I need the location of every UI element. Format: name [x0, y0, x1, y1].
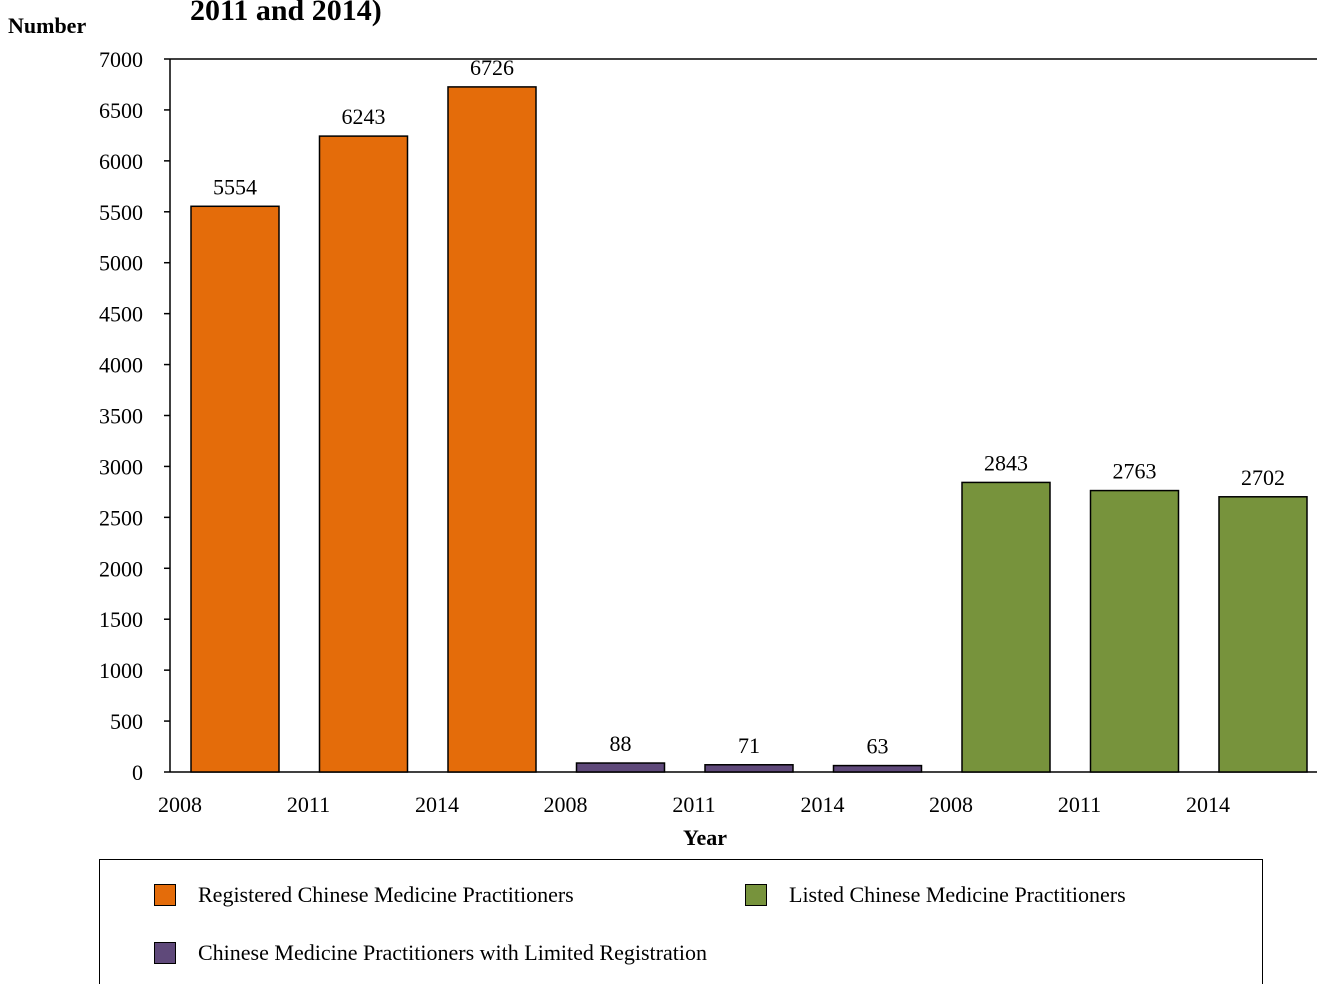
- bar-value-label: 2763: [1113, 459, 1157, 484]
- bar: [832, 764, 923, 773]
- legend-item-registered: Registered Chinese Medicine Practitioner…: [154, 882, 574, 908]
- legend-swatch-registered: [154, 884, 176, 906]
- chart-title: 2011 and 2014): [190, 0, 382, 27]
- bar: [961, 481, 1051, 773]
- bar: [575, 762, 666, 773]
- bar-value-label: 2843: [984, 450, 1028, 475]
- bar-value-labels: 5554 6243 6726 88 71 63 2843 2763 2702: [213, 55, 1285, 759]
- y-axis-label: Number: [8, 13, 86, 38]
- x-tick-label: 2008: [929, 792, 973, 817]
- bar-value-label: 63: [867, 734, 889, 759]
- x-axis-label: Year: [683, 825, 727, 850]
- bar-value-label: 2702: [1241, 465, 1285, 490]
- legend-item-limited: Chinese Medicine Practitioners with Limi…: [154, 940, 707, 966]
- bar: [1089, 489, 1180, 773]
- y-tick-label: 7000: [99, 47, 143, 72]
- y-tick-label: 3500: [99, 404, 143, 429]
- y-tick-label: 6500: [99, 98, 143, 123]
- y-tick-label: 5500: [99, 200, 143, 225]
- y-tick-label: 500: [110, 709, 143, 734]
- bar: [447, 86, 537, 773]
- y-tick-label: 2500: [99, 505, 143, 530]
- legend: Registered Chinese Medicine Practitioner…: [99, 859, 1263, 984]
- y-tick-label: 3000: [99, 454, 143, 479]
- x-tick-label: 2008: [544, 792, 588, 817]
- legend-label-listed: Listed Chinese Medicine Practitioners: [789, 882, 1126, 907]
- y-tick-label: 5000: [99, 251, 143, 276]
- y-tick-label: 0: [132, 760, 143, 785]
- legend-swatch-listed: [745, 884, 767, 906]
- y-tick-label: 4000: [99, 353, 143, 378]
- y-tick-label: 6000: [99, 149, 143, 174]
- y-tick-label: 1500: [99, 607, 143, 632]
- bar-value-label: 71: [738, 733, 760, 758]
- y-tick-label: 1000: [99, 658, 143, 683]
- bar-value-label: 5554: [213, 174, 257, 199]
- x-tick-label: 2008: [158, 792, 202, 817]
- bar: [1218, 496, 1308, 773]
- y-tick-label: 2000: [99, 556, 143, 581]
- x-tick-label: 2011: [1058, 792, 1101, 817]
- bars: [190, 86, 1308, 773]
- bar-value-label: 6243: [342, 104, 386, 129]
- legend-swatch-limited: [154, 942, 176, 964]
- y-tick-label: 4500: [99, 302, 143, 327]
- bar: [190, 205, 280, 773]
- bar-value-label: 6726: [470, 55, 514, 80]
- bar: [318, 135, 409, 773]
- x-tick-label: 2014: [1186, 792, 1230, 817]
- x-axis-ticks: 2008 2011 2014 2008 2011 2014 2008 2011 2014: [158, 792, 1230, 817]
- legend-label-registered: Registered Chinese Medicine Practitioner…: [198, 882, 574, 907]
- x-tick-label: 2014: [801, 792, 845, 817]
- bar: [704, 764, 794, 773]
- x-tick-label: 2011: [672, 792, 715, 817]
- legend-label-limited: Chinese Medicine Practitioners with Limi…: [198, 940, 707, 965]
- bar-value-label: 88: [610, 731, 632, 756]
- x-tick-label: 2014: [415, 792, 459, 817]
- y-axis-ticks: 0 500 1000 1500 2000 2500 3000 3500 4000 4500 5000…: [99, 47, 170, 785]
- x-tick-label: 2011: [287, 792, 330, 817]
- legend-item-listed: Listed Chinese Medicine Practitioners: [745, 882, 1126, 908]
